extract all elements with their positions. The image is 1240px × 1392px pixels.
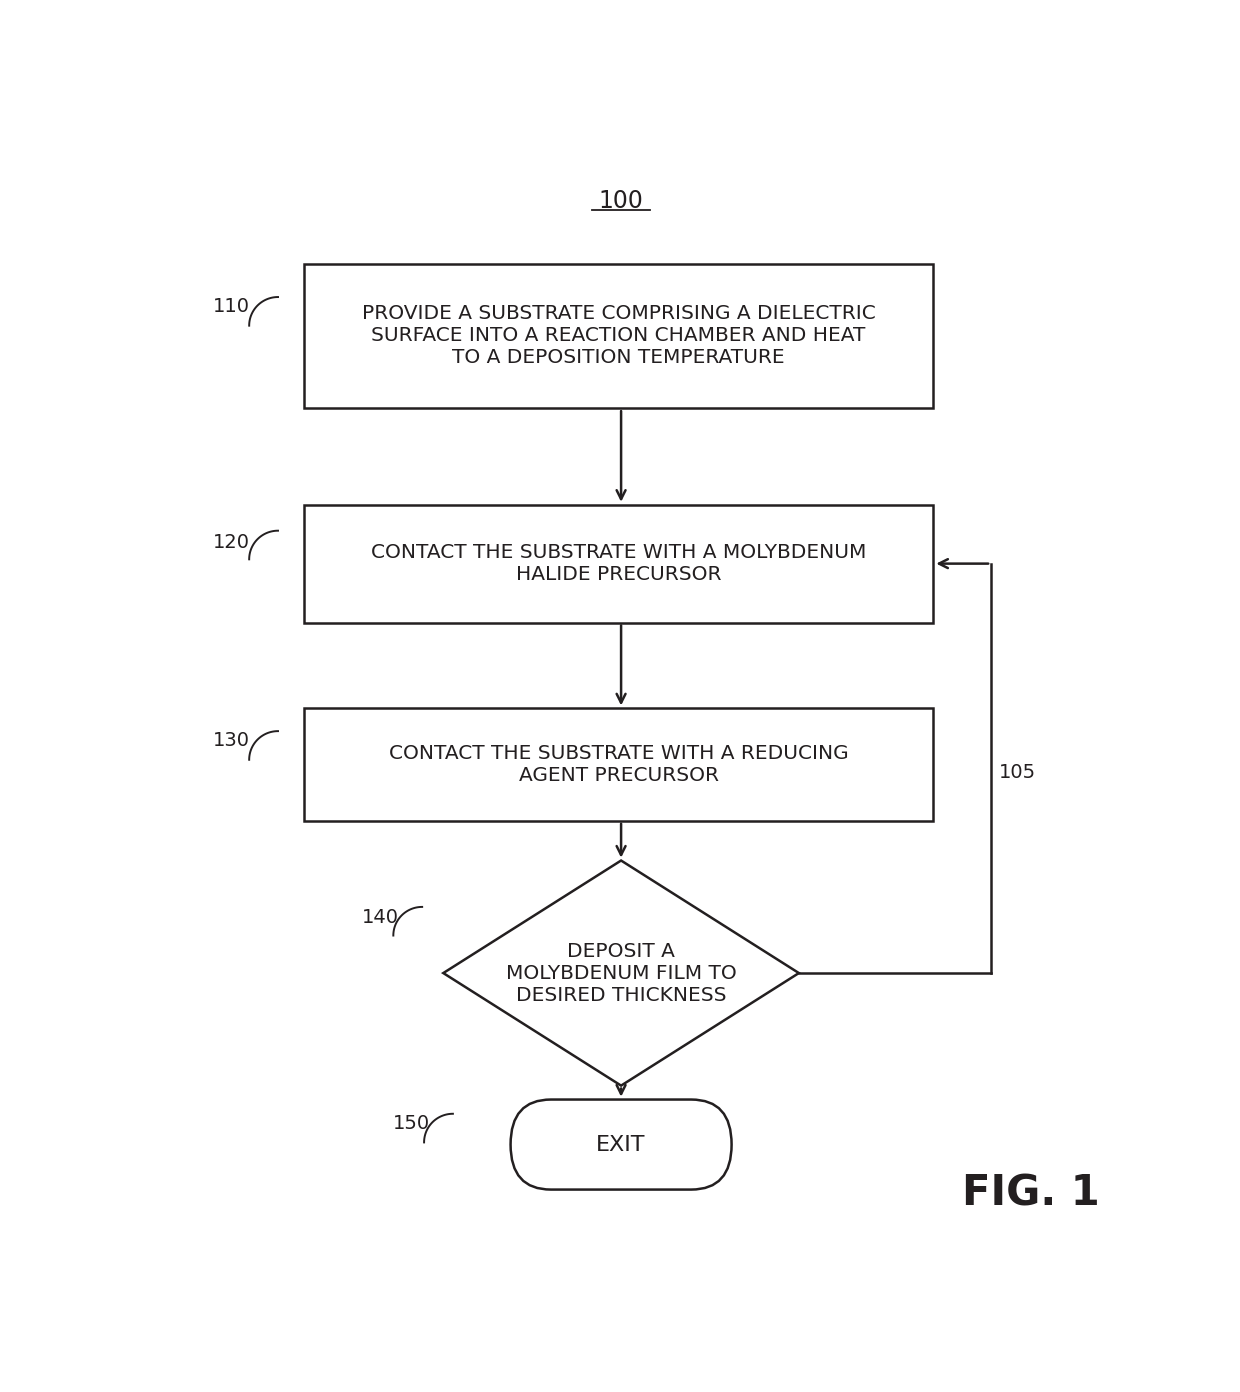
- Text: 130: 130: [213, 731, 249, 750]
- Text: 105: 105: [998, 763, 1035, 782]
- FancyBboxPatch shape: [511, 1100, 732, 1190]
- Text: CONTACT THE SUBSTRATE WITH A MOLYBDENUM
HALIDE PRECURSOR: CONTACT THE SUBSTRATE WITH A MOLYBDENUM …: [371, 543, 867, 585]
- Text: 100: 100: [599, 189, 644, 213]
- FancyBboxPatch shape: [304, 505, 934, 622]
- FancyBboxPatch shape: [304, 263, 934, 408]
- Text: PROVIDE A SUBSTRATE COMPRISING A DIELECTRIC
SURFACE INTO A REACTION CHAMBER AND : PROVIDE A SUBSTRATE COMPRISING A DIELECT…: [362, 305, 875, 367]
- Text: 110: 110: [213, 296, 249, 316]
- Text: FIG. 1: FIG. 1: [962, 1173, 1100, 1215]
- Text: CONTACT THE SUBSTRATE WITH A REDUCING
AGENT PRECURSOR: CONTACT THE SUBSTRATE WITH A REDUCING AG…: [389, 745, 848, 785]
- Text: 150: 150: [393, 1114, 430, 1133]
- Text: DEPOSIT A
MOLYBDENUM FILM TO
DESIRED THICKNESS: DEPOSIT A MOLYBDENUM FILM TO DESIRED THI…: [506, 941, 737, 1005]
- Polygon shape: [444, 860, 799, 1086]
- FancyBboxPatch shape: [304, 709, 934, 821]
- Text: 120: 120: [213, 533, 249, 551]
- Text: 140: 140: [362, 908, 398, 927]
- Text: EXIT: EXIT: [596, 1134, 646, 1154]
